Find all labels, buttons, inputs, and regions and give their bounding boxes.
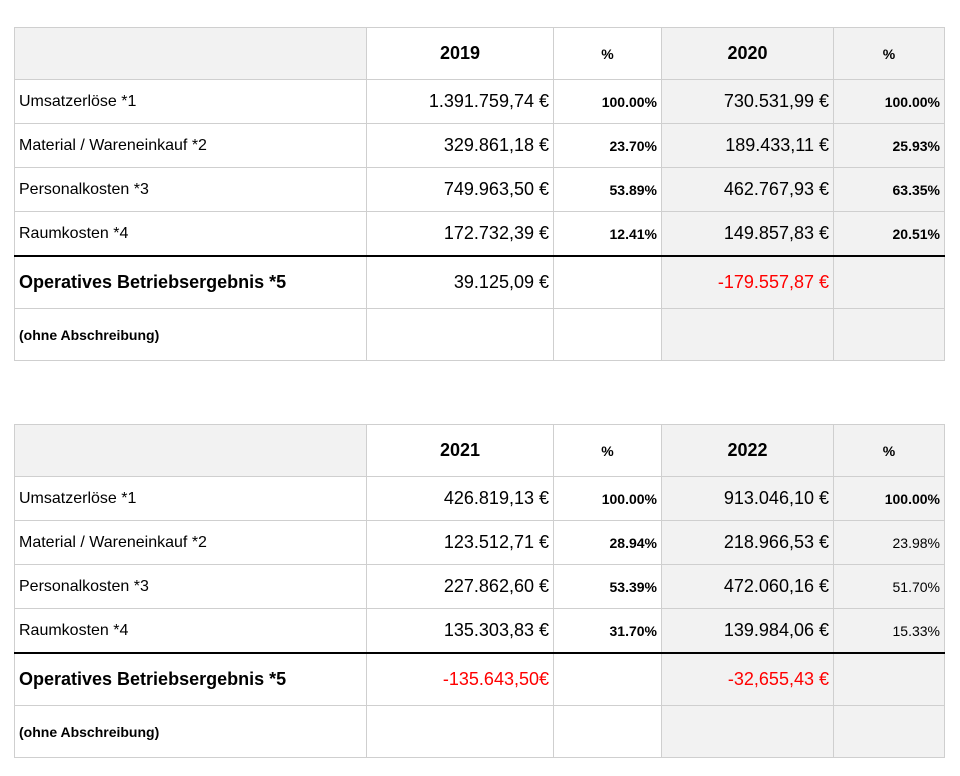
operating-result-row: Operatives Betriebsergebnis *5 39.125,09… bbox=[14, 255, 945, 309]
row-label: Umsatzerlöse *1 bbox=[14, 79, 367, 124]
percent-b: 100.00% bbox=[833, 79, 945, 124]
percent-b: 15.33% bbox=[833, 608, 945, 654]
value-a: 749.963,50 € bbox=[366, 167, 554, 212]
year-header-a: 2021 bbox=[366, 424, 554, 477]
value-a: 123.512,71 € bbox=[366, 520, 554, 565]
percent-b: 20.51% bbox=[833, 211, 945, 257]
value-a: 227.862,60 € bbox=[366, 564, 554, 609]
value-a: 329.861,18 € bbox=[366, 123, 554, 168]
value-b: 218.966,53 € bbox=[661, 520, 834, 565]
table-row: Material / Wareneinkauf *2 123.512,71 € … bbox=[14, 520, 945, 565]
percent-b: 63.35% bbox=[833, 167, 945, 212]
table-row: Personalkosten *3 749.963,50 € 53.89% 46… bbox=[14, 167, 945, 212]
empty-cell bbox=[553, 255, 662, 309]
value-b: 139.984,06 € bbox=[661, 608, 834, 654]
year-header-a: 2019 bbox=[366, 27, 554, 80]
operating-result-row: Operatives Betriebsergebnis *5 -135.643,… bbox=[14, 652, 945, 706]
table-row: Raumkosten *4 135.303,83 € 31.70% 139.98… bbox=[14, 608, 945, 654]
value-b: 149.857,83 € bbox=[661, 211, 834, 257]
subnote-row: (ohne Abschreibung) bbox=[14, 308, 945, 361]
row-label: Material / Wareneinkauf *2 bbox=[14, 520, 367, 565]
value-a: 135.303,83 € bbox=[366, 608, 554, 654]
value-b: 913.046,10 € bbox=[661, 476, 834, 521]
value-a: 426.819,13 € bbox=[366, 476, 554, 521]
percent-a: 100.00% bbox=[553, 79, 662, 124]
financial-table-2019-2020: 2019 % 2020 % Umsatzerlöse *1 1.391.759,… bbox=[14, 27, 945, 361]
empty-cell bbox=[833, 255, 945, 309]
percent-a: 23.70% bbox=[553, 123, 662, 168]
operating-result-a: 39.125,09 € bbox=[366, 255, 554, 309]
table-row: Umsatzerlöse *1 426.819,13 € 100.00% 913… bbox=[14, 476, 945, 521]
operating-result-a: -135.643,50€ bbox=[366, 652, 554, 706]
financial-table-2021-2022: 2021 % 2022 % Umsatzerlöse *1 426.819,13… bbox=[14, 424, 945, 758]
operating-result-label: Operatives Betriebsergebnis *5 bbox=[14, 255, 367, 309]
value-a: 172.732,39 € bbox=[366, 211, 554, 257]
operating-result-b: -32,655,43 € bbox=[661, 652, 834, 706]
value-a: 1.391.759,74 € bbox=[366, 79, 554, 124]
operating-result-b: -179.557,87 € bbox=[661, 255, 834, 309]
empty-cell bbox=[833, 705, 945, 758]
year-header-b: 2020 bbox=[661, 27, 834, 80]
percent-a: 28.94% bbox=[553, 520, 662, 565]
percent-a: 31.70% bbox=[553, 608, 662, 654]
row-label: Raumkosten *4 bbox=[14, 211, 367, 257]
empty-cell bbox=[661, 308, 834, 361]
table-row: Material / Wareneinkauf *2 329.861,18 € … bbox=[14, 123, 945, 168]
subnote-label: (ohne Abschreibung) bbox=[14, 308, 367, 361]
percent-b: 23.98% bbox=[833, 520, 945, 565]
table-row: Personalkosten *3 227.862,60 € 53.39% 47… bbox=[14, 564, 945, 609]
row-label: Umsatzerlöse *1 bbox=[14, 476, 367, 521]
row-label: Material / Wareneinkauf *2 bbox=[14, 123, 367, 168]
percent-header-a: % bbox=[553, 424, 662, 477]
empty-cell bbox=[833, 308, 945, 361]
subnote-label: (ohne Abschreibung) bbox=[14, 705, 367, 758]
corner-cell bbox=[14, 27, 367, 80]
table-row: Raumkosten *4 172.732,39 € 12.41% 149.85… bbox=[14, 211, 945, 257]
row-label: Raumkosten *4 bbox=[14, 608, 367, 654]
value-b: 730.531,99 € bbox=[661, 79, 834, 124]
empty-cell bbox=[553, 652, 662, 706]
empty-cell bbox=[661, 705, 834, 758]
header-row: 2019 % 2020 % bbox=[14, 27, 945, 80]
value-b: 189.433,11 € bbox=[661, 123, 834, 168]
percent-b: 100.00% bbox=[833, 476, 945, 521]
empty-cell bbox=[366, 308, 554, 361]
year-header-b: 2022 bbox=[661, 424, 834, 477]
percent-a: 53.89% bbox=[553, 167, 662, 212]
row-label: Personalkosten *3 bbox=[14, 564, 367, 609]
percent-header-b: % bbox=[833, 27, 945, 80]
percent-a: 100.00% bbox=[553, 476, 662, 521]
table-row: Umsatzerlöse *1 1.391.759,74 € 100.00% 7… bbox=[14, 79, 945, 124]
percent-header-b: % bbox=[833, 424, 945, 477]
corner-cell bbox=[14, 424, 367, 477]
header-row: 2021 % 2022 % bbox=[14, 424, 945, 477]
subnote-row: (ohne Abschreibung) bbox=[14, 705, 945, 758]
empty-cell bbox=[366, 705, 554, 758]
operating-result-label: Operatives Betriebsergebnis *5 bbox=[14, 652, 367, 706]
row-label: Personalkosten *3 bbox=[14, 167, 367, 212]
percent-header-a: % bbox=[553, 27, 662, 80]
percent-b: 25.93% bbox=[833, 123, 945, 168]
percent-a: 12.41% bbox=[553, 211, 662, 257]
value-b: 462.767,93 € bbox=[661, 167, 834, 212]
empty-cell bbox=[553, 308, 662, 361]
empty-cell bbox=[833, 652, 945, 706]
percent-b: 51.70% bbox=[833, 564, 945, 609]
empty-cell bbox=[553, 705, 662, 758]
percent-a: 53.39% bbox=[553, 564, 662, 609]
value-b: 472.060,16 € bbox=[661, 564, 834, 609]
